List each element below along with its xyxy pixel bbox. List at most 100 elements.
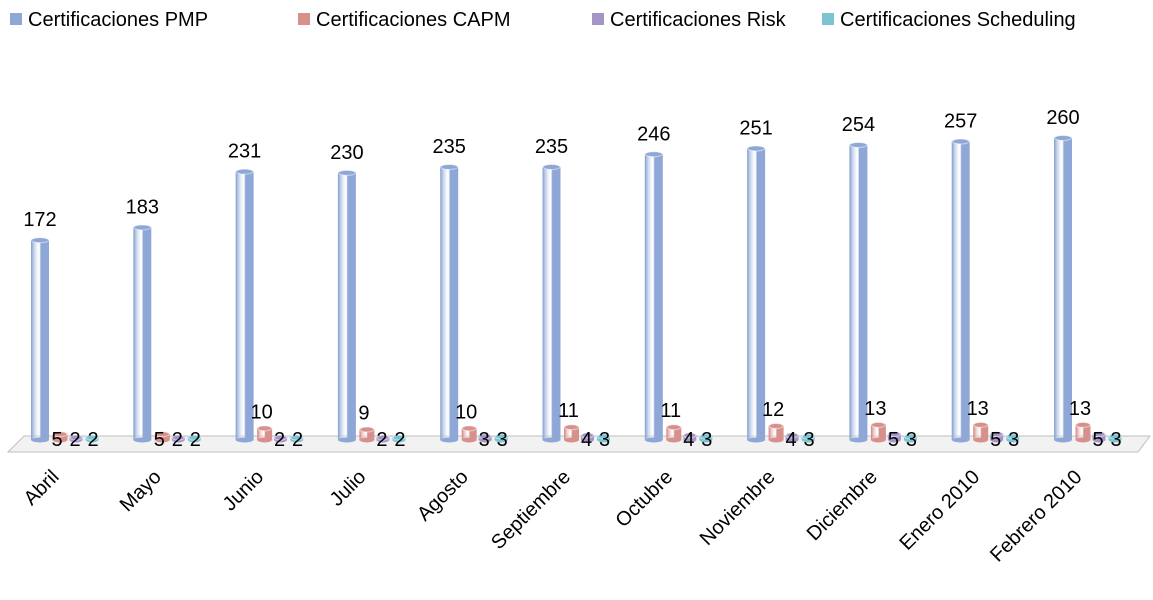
data-label: 3	[804, 429, 815, 451]
data-label: 4	[683, 429, 694, 451]
bar	[31, 239, 49, 441]
bar-top	[257, 425, 273, 432]
bar-base	[543, 437, 560, 443]
data-label: 12	[762, 399, 784, 421]
bar-top	[187, 434, 201, 441]
legend-label: Certificaciones Scheduling	[840, 9, 1076, 31]
bar-top	[1108, 433, 1122, 440]
data-label: 2	[190, 429, 201, 451]
data-label: 11	[660, 400, 681, 422]
bar-top	[683, 432, 697, 439]
data-label: 3	[497, 429, 508, 451]
bar-base	[257, 437, 272, 443]
data-label: 9	[358, 403, 369, 425]
bar-top	[337, 169, 356, 176]
data-label: 254	[842, 114, 875, 136]
bar-top	[31, 237, 49, 244]
data-label: 2	[376, 429, 387, 451]
data-label: 3	[599, 429, 610, 451]
bar-top	[747, 145, 766, 152]
data-label: 251	[739, 117, 772, 139]
bar-base	[581, 437, 594, 443]
data-label: 4	[786, 429, 797, 451]
bar-base	[359, 437, 374, 443]
legend-label: Certificaciones CAPM	[316, 9, 511, 31]
bar	[951, 140, 970, 441]
bar-top	[69, 434, 83, 441]
bar-top	[849, 141, 868, 148]
bar	[542, 166, 561, 441]
data-label: 2	[69, 429, 80, 451]
bar-top	[768, 423, 784, 430]
bar-top	[494, 433, 508, 440]
bar-top	[133, 224, 152, 231]
bar-base	[564, 437, 579, 443]
data-label: 3	[906, 429, 917, 451]
data-label: 5	[1092, 429, 1103, 451]
x-tick-label: Junio	[219, 466, 268, 515]
data-label: 2	[292, 429, 303, 451]
data-label: 5	[51, 429, 62, 451]
bar	[337, 172, 356, 441]
data-label: 260	[1046, 107, 1079, 129]
data-label: 5	[154, 429, 165, 451]
legend-swatch	[10, 13, 22, 25]
bar-top	[699, 433, 713, 440]
x-tick-label: Agosto	[413, 466, 473, 526]
bar-base	[133, 437, 151, 443]
data-label: 5	[990, 429, 1001, 451]
x-tick-label: Mayo	[116, 466, 166, 516]
x-tick-label: Febrero 2010	[986, 466, 1086, 566]
bar-top	[951, 138, 970, 145]
bar-top	[52, 431, 68, 438]
data-label: 235	[433, 136, 466, 158]
bar-base	[645, 437, 663, 443]
bar-top	[597, 433, 610, 440]
bar	[1054, 137, 1072, 441]
bar-base	[747, 437, 765, 443]
bar-top	[274, 434, 288, 441]
bar-top	[564, 424, 579, 431]
bar	[644, 153, 663, 441]
bar-top	[1006, 433, 1020, 440]
bar-base	[155, 437, 170, 443]
bar-top	[542, 164, 561, 171]
data-label: 230	[330, 142, 363, 164]
bar-base	[683, 437, 696, 443]
data-label: 10	[455, 401, 477, 423]
bar-top	[801, 433, 815, 440]
bar-base	[666, 437, 681, 443]
data-label: 231	[228, 141, 261, 163]
bar-top	[440, 164, 459, 171]
data-label: 3	[479, 429, 490, 451]
bar-base	[871, 437, 886, 443]
bar-top	[785, 432, 799, 439]
bar-top	[359, 426, 375, 433]
bar-base	[236, 437, 254, 443]
bar-base	[952, 437, 970, 443]
bar-base	[462, 437, 477, 443]
bar-top	[461, 425, 477, 432]
bar-top	[666, 424, 682, 431]
bar-top	[1054, 135, 1072, 141]
x-tick-label: Septiembre	[487, 466, 575, 554]
bar-top	[1092, 431, 1106, 438]
bar-base	[1093, 437, 1105, 443]
data-label: 3	[701, 429, 712, 451]
bar-top	[290, 434, 304, 441]
bar	[440, 166, 459, 441]
bar-top	[990, 431, 1004, 438]
data-label: 3	[1008, 429, 1019, 451]
data-label: 10	[250, 401, 272, 423]
bar-top	[154, 431, 170, 438]
data-label: 3	[1110, 429, 1121, 451]
data-label: 2	[172, 429, 183, 451]
bar-top	[235, 168, 254, 175]
bar-top	[1075, 421, 1091, 428]
bar-base	[338, 437, 356, 443]
bar-base	[786, 437, 799, 443]
x-tick-label: Abril	[20, 466, 64, 510]
x-tick-label: Diciembre	[803, 466, 882, 545]
legend-label: Certificaciones Risk	[610, 9, 787, 31]
bar-top	[870, 421, 886, 428]
